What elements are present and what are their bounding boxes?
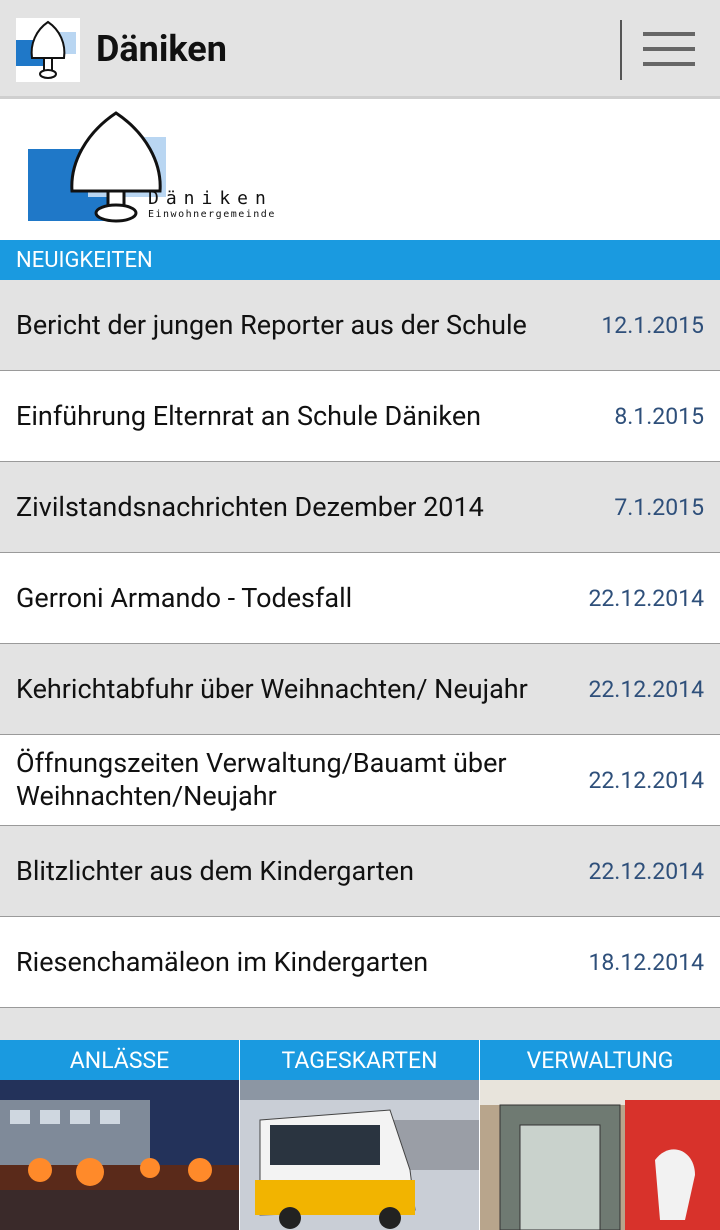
- news-item[interactable]: Kehrichtabfuhr über Weihnachten/ Neujahr…: [0, 644, 720, 735]
- tab-label: ANLÄSSE: [0, 1040, 239, 1080]
- news-title: Brief des Gemeindepräsidenten an die: [0, 1037, 546, 1041]
- tab-image: [240, 1080, 479, 1230]
- news-item[interactable]: Riesenchamäleon im Kindergarten 18.12.201…: [0, 917, 720, 1008]
- logo: Däniken Einwohnergemeinde: [28, 111, 276, 223]
- news-date: 12.1.2015: [601, 311, 704, 339]
- news-title: Zivilstandsnachrichten Dezember 2014: [16, 490, 484, 523]
- news-title: Blitzlichter aus dem Kindergarten: [16, 854, 415, 887]
- separator: [620, 20, 622, 80]
- news-item[interactable]: Brief des Gemeindepräsidenten an die: [0, 1008, 720, 1040]
- news-date: 22.12.2014: [588, 584, 704, 612]
- news-date: 22.12.2014: [588, 675, 704, 703]
- news-title: Bericht der jungen Reporter aus der Schu…: [16, 308, 527, 341]
- tab[interactable]: VERWALTUNG: [480, 1040, 720, 1230]
- news-item[interactable]: Zivilstandsnachrichten Dezember 2014 7.1.…: [0, 462, 720, 553]
- section-title: NEUIGKEITEN: [16, 248, 153, 273]
- tab-image: [0, 1080, 239, 1230]
- news-item[interactable]: Gerroni Armando - Todesfall 22.12.2014: [0, 553, 720, 644]
- news-date: 8.1.2015: [614, 402, 704, 430]
- tab-bar: ANLÄSSE TAGESKARTEN VERWALTUNG: [0, 1040, 720, 1230]
- tab-image: [480, 1080, 720, 1230]
- news-date: 18.12.2014: [588, 948, 704, 976]
- tab-label: VERWALTUNG: [480, 1040, 720, 1080]
- news-title: Einführung Elternrat an Schule Däniken: [16, 399, 482, 432]
- news-date: 22.12.2014: [588, 857, 704, 885]
- news-date: 22.12.2014: [588, 766, 704, 794]
- news-title: Kehrichtabfuhr über Weihnachten/ Neujahr: [16, 672, 528, 705]
- news-item[interactable]: Blitzlichter aus dem Kindergarten 22.12.2…: [0, 826, 720, 917]
- news-list: Bericht der jungen Reporter aus der Schu…: [0, 280, 720, 1040]
- menu-button[interactable]: [643, 32, 697, 68]
- logo-banner: Däniken Einwohnergemeinde: [0, 99, 720, 240]
- news-date: 7.1.2015: [614, 493, 704, 521]
- logo-subtitle: Einwohnergemeinde: [148, 209, 276, 220]
- tab[interactable]: ANLÄSSE: [0, 1040, 240, 1230]
- logo-name: Däniken: [148, 188, 273, 209]
- news-item[interactable]: Öffnungszeiten Verwaltung/Bauamt über We…: [0, 735, 720, 826]
- app-title: Däniken: [96, 28, 227, 70]
- news-item[interactable]: Bericht der jungen Reporter aus der Schu…: [0, 280, 720, 371]
- tab-label: TAGESKARTEN: [240, 1040, 479, 1080]
- section-header: NEUIGKEITEN: [0, 240, 720, 280]
- tab[interactable]: TAGESKARTEN: [240, 1040, 480, 1230]
- news-title: Riesenchamäleon im Kindergarten: [16, 945, 429, 978]
- news-item[interactable]: Einführung Elternrat an Schule Däniken 8.…: [0, 371, 720, 462]
- app-bar: Däniken: [0, 0, 720, 99]
- app-icon: [16, 18, 80, 82]
- news-title: Öffnungszeiten Verwaltung/Bauamt über We…: [16, 747, 507, 812]
- news-title: Gerroni Armando - Todesfall: [16, 581, 353, 614]
